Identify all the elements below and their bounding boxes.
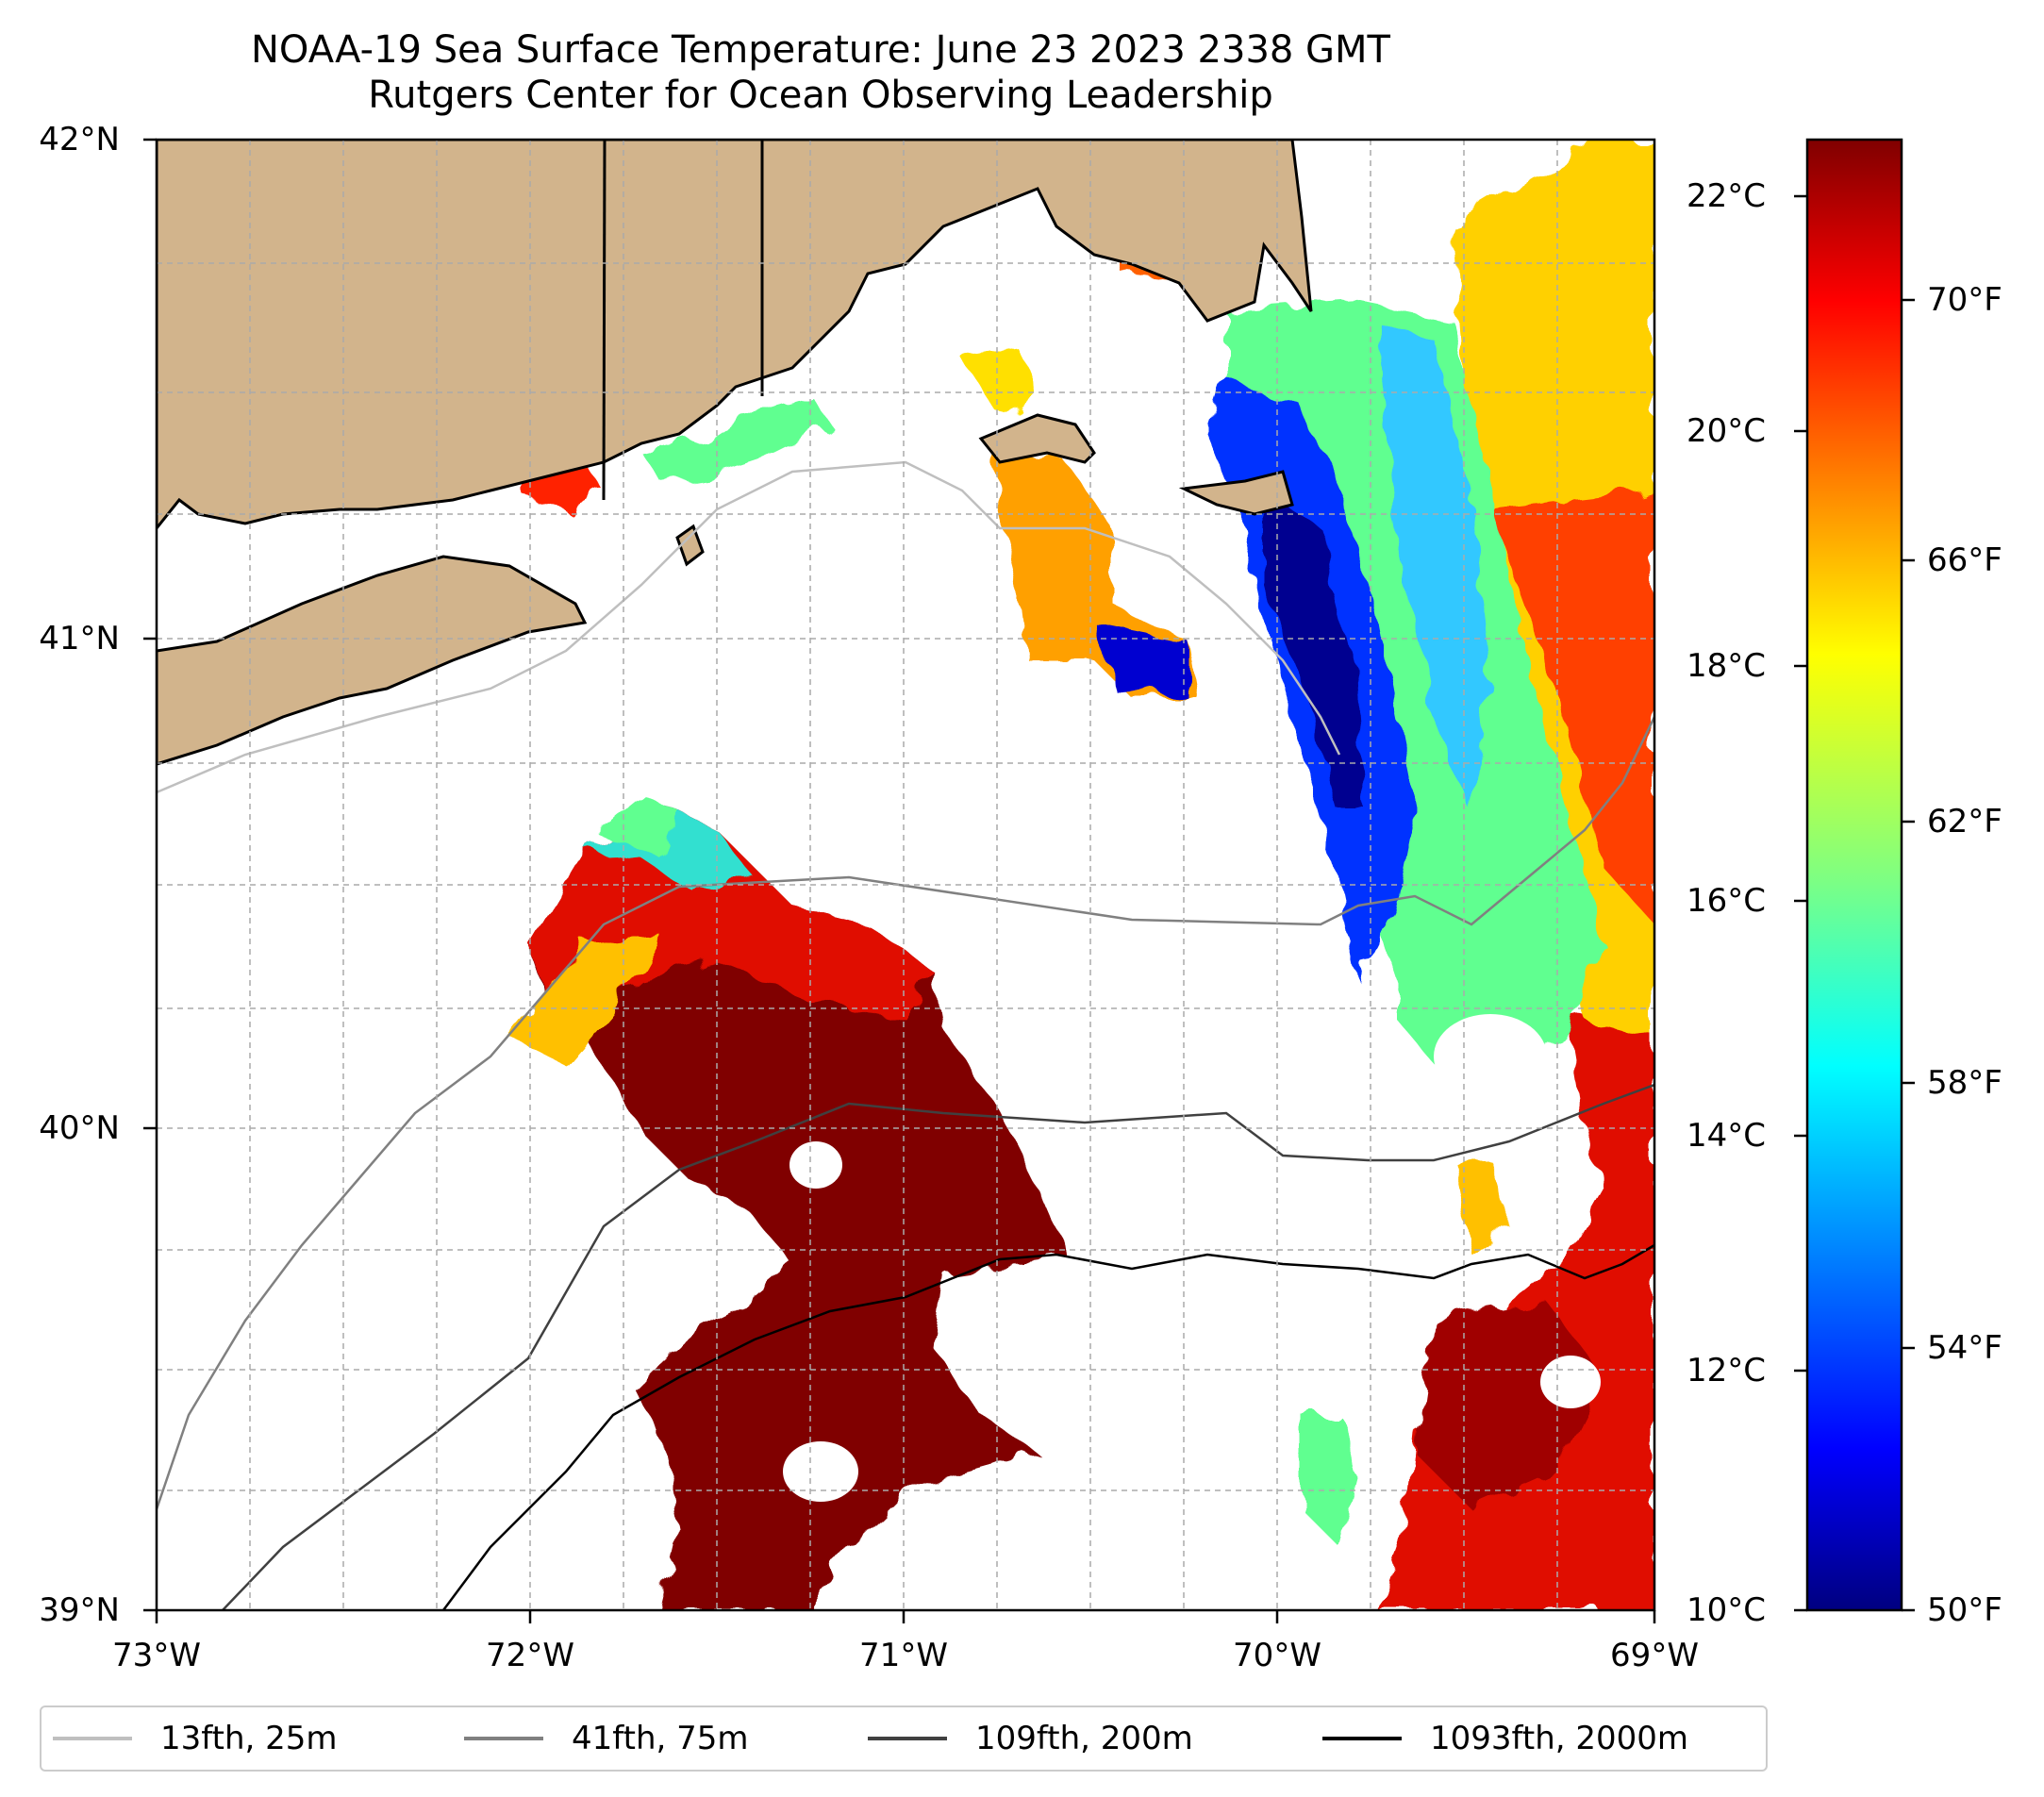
land-long-island bbox=[157, 555, 588, 766]
colorbar-fahrenheit-label: 62°F bbox=[1927, 803, 2002, 840]
axis-ticks bbox=[143, 138, 1656, 1623]
colorbar-celsius-label: 14°C bbox=[1687, 1117, 1767, 1155]
cloud-gap bbox=[1540, 1356, 1601, 1408]
contour-200m bbox=[222, 1083, 1654, 1610]
sst-shoal-blue bbox=[1094, 623, 1188, 698]
cloud-gap bbox=[789, 1141, 842, 1189]
colorbar-fahrenheit-label: 54°F bbox=[1927, 1329, 2002, 1367]
sst-south-patch bbox=[1302, 1415, 1358, 1547]
legend-label: 1093fth, 2000m bbox=[1430, 1720, 1689, 1757]
contour-legend: 13fth, 25m 41fth, 75m 109fth, 200m 1093f… bbox=[40, 1705, 1768, 1772]
lat-label: 41°N bbox=[39, 620, 120, 657]
cloud-gap bbox=[1434, 1014, 1547, 1099]
sst-southeast-dark bbox=[1415, 1302, 1604, 1509]
chart-title: NOAA-19 Sea Surface Temperature: June 23… bbox=[250, 28, 1390, 72]
legend-item: 41fth, 75m bbox=[464, 1707, 749, 1770]
legend-line-swatch bbox=[1322, 1737, 1402, 1740]
colorbar-fahrenheit-label: 66°F bbox=[1927, 541, 2002, 579]
colorbar-celsius-label: 18°C bbox=[1687, 647, 1767, 685]
colorbar-fahrenheit-label: 58°F bbox=[1927, 1064, 2002, 1102]
colorbar bbox=[1805, 138, 1903, 1612]
sst-east-orange bbox=[1490, 491, 1654, 924]
colorbar-celsius-label: 22°C bbox=[1687, 177, 1767, 215]
colorbar-celsius-label: 12°C bbox=[1687, 1352, 1767, 1389]
chart-subtitle: Rutgers Center for Ocean Observing Leade… bbox=[368, 74, 1273, 117]
lon-label: 73°W bbox=[112, 1637, 201, 1674]
sst-warm-eddy bbox=[528, 802, 1066, 1610]
sst-east-darkblue bbox=[1264, 491, 1368, 811]
legend-line-swatch bbox=[868, 1737, 947, 1740]
sst-coastal-3 bbox=[962, 349, 1038, 415]
lat-label: 39°N bbox=[39, 1591, 120, 1629]
sst-coastal-2 bbox=[641, 396, 830, 481]
sst-east-cyan bbox=[1377, 321, 1490, 811]
map-gridlines bbox=[157, 140, 1654, 1610]
contour-25m bbox=[157, 460, 1341, 794]
colorbar-celsius-label: 16°C bbox=[1687, 882, 1767, 920]
land-nantucket bbox=[1178, 470, 1294, 516]
land-mainland bbox=[157, 140, 1313, 531]
lon-label: 69°W bbox=[1610, 1637, 1699, 1674]
sst-eddy-edge-yellow bbox=[509, 934, 660, 1066]
lon-label: 72°W bbox=[486, 1637, 574, 1674]
land-block-island bbox=[675, 524, 705, 567]
map-frame bbox=[155, 138, 1656, 1612]
lon-label: 71°W bbox=[859, 1637, 948, 1674]
colorbar-celsius-label: 20°C bbox=[1687, 412, 1767, 450]
colorbar-fahrenheit-label: 50°F bbox=[1927, 1591, 2002, 1629]
state-border-ny-ct bbox=[602, 140, 607, 501]
legend-item: 109fth, 200m bbox=[868, 1707, 1193, 1770]
legend-item: 13fth, 25m bbox=[53, 1707, 338, 1770]
legend-label: 109fth, 200m bbox=[975, 1720, 1193, 1757]
sst-eddy-north bbox=[594, 792, 679, 858]
lat-label: 40°N bbox=[39, 1109, 120, 1147]
legend-item: 1093fth, 2000m bbox=[1322, 1707, 1688, 1770]
lat-label: 42°N bbox=[39, 121, 120, 158]
legend-label: 41fth, 75m bbox=[572, 1720, 749, 1757]
land-marthas-vineyard bbox=[978, 413, 1096, 464]
lon-label: 70°W bbox=[1233, 1637, 1321, 1674]
legend-line-swatch bbox=[53, 1737, 132, 1740]
colorbar-ticks bbox=[1794, 194, 1915, 1612]
legend-line-swatch bbox=[464, 1737, 543, 1740]
sst-south-patch-2 bbox=[1453, 1160, 1509, 1255]
colorbar-celsius-label: 10°C bbox=[1687, 1591, 1767, 1629]
cloud-gap bbox=[783, 1441, 858, 1502]
legend-label: 13fth, 25m bbox=[160, 1720, 338, 1757]
colorbar-fahrenheit-label: 70°F bbox=[1927, 281, 2002, 319]
